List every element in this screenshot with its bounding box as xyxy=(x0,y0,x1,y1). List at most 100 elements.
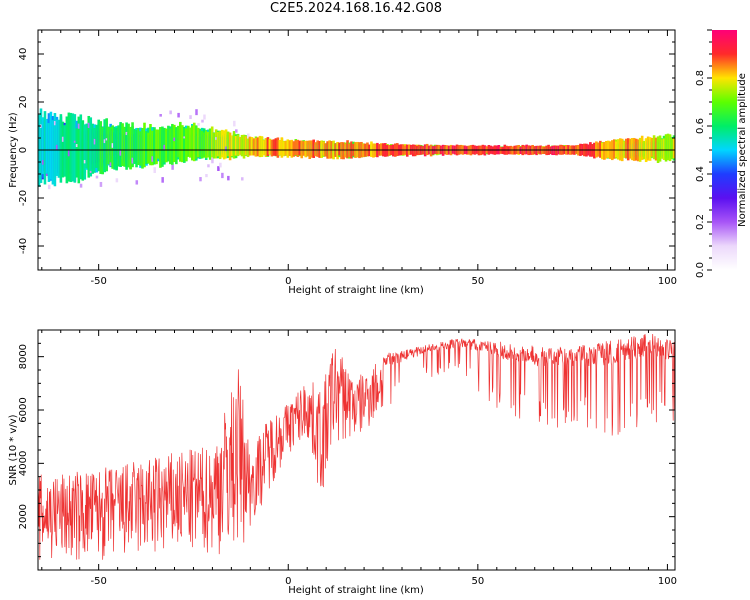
spectrogram-speckle xyxy=(55,144,59,150)
spectrogram-cell xyxy=(312,139,315,158)
spectrogram-cell xyxy=(366,142,369,157)
colorbar-ticks: 0.0 0.2 0.4 0.6 0.8 xyxy=(695,29,712,278)
spectrogram-cell xyxy=(250,137,254,156)
spectrogram-cell xyxy=(171,123,174,165)
spectrogram-cell xyxy=(113,126,116,170)
spectrogram-cell xyxy=(95,124,99,168)
spectrogram-cell xyxy=(632,137,636,161)
spectrogram-speckle xyxy=(217,166,220,171)
spectrogram-cell xyxy=(103,119,106,173)
spectrogram-speckle xyxy=(73,140,77,143)
spectrogram-cell xyxy=(123,126,126,167)
spectrogram-speckle xyxy=(39,124,43,128)
spectrogram-speckle xyxy=(203,114,206,120)
spectrogram-speckle xyxy=(111,143,115,148)
spectrogram-cell xyxy=(646,136,650,161)
spectrogram-cell xyxy=(242,134,246,159)
spectrogram-speckle xyxy=(199,177,202,182)
spectrogram-cell xyxy=(238,136,242,155)
spectrogram-speckle xyxy=(95,175,99,179)
spectrogram-speckle xyxy=(151,156,154,162)
colorbar-tick-label: 0.6 xyxy=(695,118,706,134)
spectrogram-speckle xyxy=(61,136,65,142)
spectrogram-cell xyxy=(218,131,222,160)
colorbar-tick-label: 0.4 xyxy=(695,166,706,182)
x-tick-label: 50 xyxy=(471,276,484,287)
spectrogram-cell xyxy=(177,125,180,158)
spectrogram-speckle xyxy=(125,131,129,136)
y-tick-label: 0 xyxy=(18,147,29,153)
spectrogram-cell xyxy=(370,141,373,157)
spectrogram-cell xyxy=(210,126,214,161)
spectrogram-cell xyxy=(206,131,210,158)
spectrogram-cell xyxy=(274,138,278,156)
spectrogram-cell xyxy=(612,139,616,159)
spectrogram-speckle xyxy=(247,133,250,139)
spectrogram-cell xyxy=(318,141,321,158)
spectrogram-speckle xyxy=(161,177,164,183)
spectrogram-cell xyxy=(437,144,441,154)
spectrogram-cell xyxy=(121,123,124,167)
spectrogram-cell xyxy=(190,125,194,161)
x-tick-label: -50 xyxy=(90,576,106,587)
spectrogram-cell xyxy=(49,111,53,180)
snr-series-line xyxy=(38,334,675,560)
spectrogram-cell xyxy=(153,127,156,165)
spectrogram-cell xyxy=(276,137,280,158)
spectrogram-speckle xyxy=(135,180,139,185)
spectrogram-cell xyxy=(85,123,89,169)
spectrogram-speckle xyxy=(183,136,186,139)
spectrogram-cell xyxy=(362,143,365,158)
spectrogram-cell xyxy=(127,123,130,168)
spectrogram-cell xyxy=(316,140,319,157)
spectrogram-cell xyxy=(39,108,43,183)
spectrogram-speckle xyxy=(119,150,123,156)
spectrogram-cell xyxy=(97,119,101,172)
spectrogram-cell xyxy=(59,114,63,183)
spectrogram-cell xyxy=(616,139,620,160)
x-tick-label: 100 xyxy=(658,276,677,287)
spectrogram-speckle xyxy=(83,160,87,164)
spectrogram-speckle xyxy=(153,167,156,174)
spectrogram-cell xyxy=(342,142,345,160)
spectrogram-speckle xyxy=(159,114,162,117)
spectrogram-cell xyxy=(236,134,240,157)
spectrogram-cell xyxy=(41,117,45,175)
spectrogram-cell xyxy=(672,137,675,159)
spectrogram-cell xyxy=(603,141,606,160)
x-tick-label: 0 xyxy=(285,276,291,287)
spectrogram-cell xyxy=(204,130,208,159)
spectrogram-cell xyxy=(405,144,409,157)
spectrogram-panel: -50 0 50 100 -40 -20 0 20 40 Height of straight … xyxy=(8,29,677,296)
spectrogram-cell xyxy=(135,129,138,168)
spectrogram-cell xyxy=(284,140,288,156)
spectrogram-cell xyxy=(254,138,258,157)
spectrogram-cell xyxy=(340,142,343,160)
spectrogram-speckle xyxy=(241,177,244,181)
spectrogram-speckle xyxy=(225,146,228,152)
spectrogram-cell xyxy=(589,142,592,157)
spectrogram-cell xyxy=(38,114,41,187)
spectrogram-cell xyxy=(67,112,71,182)
spectrogram-cell xyxy=(157,129,160,159)
spectrogram-cell xyxy=(179,121,182,162)
spectrogram-cell xyxy=(226,131,230,157)
x-tick-label: -50 xyxy=(90,276,106,287)
spectrogram-speckle xyxy=(215,137,218,140)
spectrogram-speckle xyxy=(45,173,49,177)
x-tick-label: 100 xyxy=(658,576,677,587)
spectrogram-cell xyxy=(264,138,268,157)
spectrogram-cell xyxy=(346,140,349,159)
spectrogram-cell xyxy=(648,137,652,161)
spectrogram-cell xyxy=(224,129,228,159)
spectrogram-speckle xyxy=(47,184,51,190)
spectrogram-cell xyxy=(260,136,264,157)
spectrogram-cell xyxy=(145,131,148,164)
spectrogram-cell xyxy=(175,127,178,165)
figure-title: C2E5.2024.168.16.42.G08 xyxy=(269,1,443,16)
spectrogram-speckle xyxy=(75,144,79,148)
spectrogram-cell xyxy=(525,144,528,155)
spectrogram-cell xyxy=(105,118,108,172)
spectrogram-cell xyxy=(268,139,272,155)
